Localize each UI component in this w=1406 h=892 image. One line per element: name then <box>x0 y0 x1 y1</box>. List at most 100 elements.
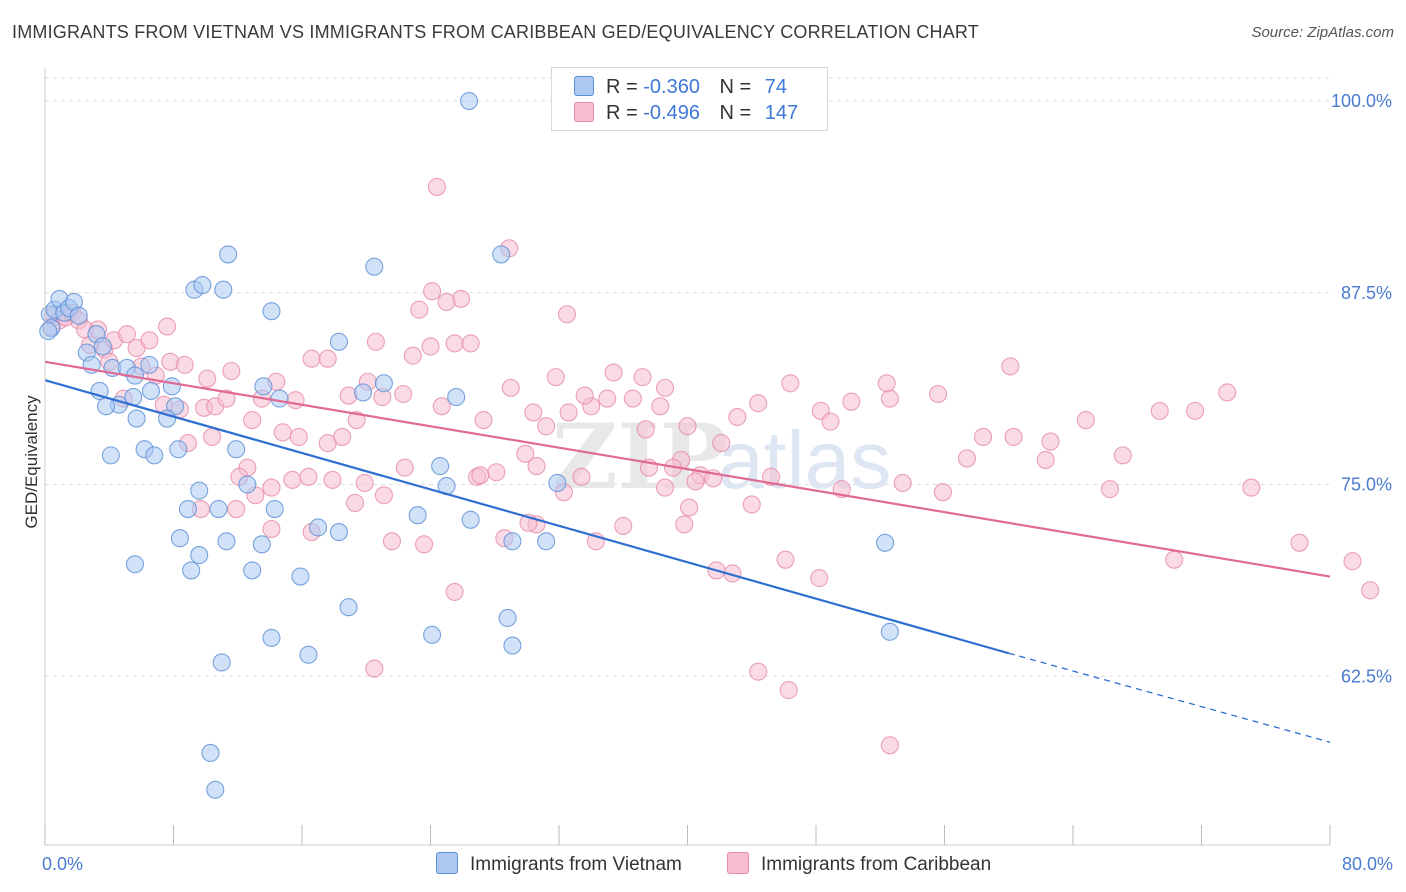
caribbean-point <box>323 470 342 489</box>
caribbean-point <box>471 466 490 485</box>
caribbean-point <box>302 349 321 368</box>
vietnam-point <box>227 440 246 459</box>
vietnam-point <box>329 332 348 351</box>
vietnam-point <box>93 337 112 356</box>
vietnam-point <box>214 280 233 299</box>
caribbean-point <box>604 363 623 382</box>
y-axis-label: GED/Equivalency <box>22 395 41 529</box>
caribbean-point <box>1218 383 1237 402</box>
vietnam-point <box>503 636 522 655</box>
vietnam-point <box>101 446 120 465</box>
caribbean-point <box>347 411 366 430</box>
caribbean-point <box>487 463 506 482</box>
caribbean-point <box>382 532 402 551</box>
caribbean-point <box>651 397 670 416</box>
caribbean-point <box>633 368 652 387</box>
caribbean-point <box>318 349 337 368</box>
caribbean-point <box>299 467 318 486</box>
vietnam-point <box>374 374 393 393</box>
caribbean-point <box>140 331 159 350</box>
vietnam-point <box>217 532 236 551</box>
legend-r-value: -0.496 <box>643 102 700 124</box>
legend-swatch-vietnam <box>574 76 594 96</box>
caribbean-point <box>217 389 236 408</box>
caribbean-point <box>355 473 374 493</box>
caribbean-point <box>678 417 697 436</box>
vietnam-point <box>140 355 159 374</box>
trend-line-caribbean <box>44 360 1331 578</box>
caribbean-point <box>445 334 464 353</box>
caribbean-point <box>1150 401 1169 420</box>
watermark-zip: ZIP <box>552 404 727 510</box>
y-tick-label: 75.0% <box>1341 475 1392 495</box>
caribbean-point <box>421 337 440 356</box>
caribbean-point <box>1041 432 1060 451</box>
caribbean-point <box>427 177 446 196</box>
vietnam-point <box>537 532 556 551</box>
y-tick-label: 62.5% <box>1341 666 1392 686</box>
caribbean-point <box>374 486 393 505</box>
trend-lines <box>44 360 1331 743</box>
legend-n-label: N = <box>719 76 752 98</box>
legend-row-caribbean: R = -0.496 N = 147 <box>574 102 798 126</box>
vietnam-point <box>503 532 522 551</box>
vietnam-point <box>408 506 427 525</box>
caribbean-point <box>929 384 948 404</box>
bottom-legend-swatch-caribbean <box>727 852 749 874</box>
caribbean-point <box>821 412 840 431</box>
caribbean-point <box>1036 450 1055 470</box>
caribbean-point <box>880 389 899 408</box>
caribbean-point <box>1004 427 1023 447</box>
caribbean-point <box>1165 550 1184 569</box>
series-caribbean <box>42 177 1380 755</box>
vietnam-point <box>190 546 209 565</box>
caribbean-point <box>776 550 795 569</box>
caribbean-point <box>158 317 177 336</box>
caribbean-point <box>203 427 222 447</box>
vietnam-point <box>265 500 284 519</box>
vietnam-point <box>423 625 442 644</box>
x-tick-label: 0.0% <box>42 854 83 874</box>
caribbean-point <box>781 374 800 393</box>
vietnam-point <box>170 529 189 548</box>
caribbean-point <box>524 403 543 422</box>
vietnam-point <box>209 500 228 519</box>
caribbean-point <box>1100 480 1119 499</box>
caribbean-point <box>474 411 493 430</box>
caribbean-point <box>1343 552 1362 571</box>
caribbean-point <box>333 427 352 447</box>
axes: 100.0% 87.5% 75.0% 62.5% 0.0% 80.0% <box>42 68 1393 874</box>
chart-title: IMMIGRANTS FROM VIETNAM VS IMMIGRANTS FR… <box>12 22 979 42</box>
bottom-legend-caribbean: Immigrants from Caribbean <box>727 852 991 876</box>
caribbean-point <box>345 493 365 512</box>
caribbean-point <box>262 519 281 539</box>
caribbean-point <box>273 423 292 442</box>
caribbean-point <box>283 470 302 489</box>
vietnam-point <box>262 302 281 321</box>
caribbean-point <box>614 516 633 535</box>
caribbean-point <box>365 659 384 678</box>
y-tick-label: 87.5% <box>1341 283 1392 303</box>
caribbean-point <box>575 386 594 405</box>
caribbean-point <box>572 467 591 486</box>
series-vietnam <box>39 91 899 799</box>
caribbean-point <box>686 472 705 491</box>
watermark-atlas: atlas <box>718 415 891 506</box>
caribbean-point <box>366 332 385 351</box>
caribbean-point <box>286 391 305 410</box>
vietnam-point <box>169 440 188 459</box>
caribbean-point <box>557 305 577 324</box>
legend-n-value: 74 <box>764 76 788 98</box>
caribbean-point <box>117 325 136 344</box>
caribbean-point <box>1076 411 1095 430</box>
caribbean-point <box>501 378 520 397</box>
vietnam-point <box>299 645 318 664</box>
vietnam-point <box>178 500 198 519</box>
vietnam-point <box>190 481 209 500</box>
legend-r-label: R = <box>606 76 638 98</box>
caribbean-point <box>243 411 262 430</box>
legend-box: R = -0.360 N = 74 R = -0.496 N = 147 <box>551 67 828 131</box>
caribbean-point <box>537 417 556 436</box>
trend-line-vietnam <box>44 379 1010 655</box>
caribbean-point <box>742 495 761 514</box>
